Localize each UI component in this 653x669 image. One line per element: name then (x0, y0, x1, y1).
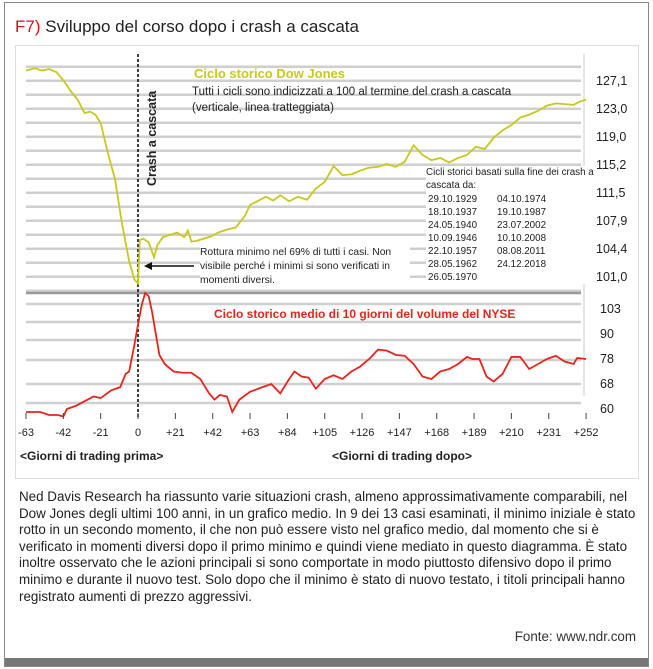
xtick-label: +168 (424, 427, 449, 439)
min-break-annotation: Rottura minimo nel 69% di tutti i casi. … (200, 246, 410, 288)
dow-series-line (25, 67, 587, 286)
xtick-label: -42 (55, 427, 71, 439)
volume-ytick: 90 (600, 327, 614, 341)
chart-svg: Ciclo storico Dow Jones Tutti i cicli so… (18, 54, 627, 463)
dow-ytick: 111,5 (596, 186, 625, 200)
crash-date: 18.10.1937 (428, 207, 477, 218)
figure-title-text: Sviluppo del corso dopo i crash a cascat… (45, 17, 359, 36)
xlabel-left: <Giorni di trading prima> (20, 449, 163, 463)
xtick-label: +105 (312, 427, 337, 439)
crash-date: 23.07.2002 (497, 220, 546, 231)
xtick-label: +189 (462, 427, 487, 439)
volume-ytick: 78 (600, 352, 614, 366)
dow-ytick: 119,0 (596, 130, 626, 144)
dow-subtitle: Tutti i cicli sono indicizzati a 100 al … (192, 86, 512, 114)
xlabel-right: <Giorni di trading dopo> (332, 449, 472, 463)
crash-marker-label: Crash a cascata (145, 90, 159, 186)
dates-title: Cicli storici basati sulla fine dei cras… (426, 166, 596, 192)
dow-ytick: 127,1 (596, 74, 627, 88)
dow-ytick: 115,2 (596, 158, 626, 172)
xtick-label: +147 (387, 427, 412, 439)
xtick-label: -21 (93, 427, 109, 439)
xtick-label: +231 (536, 427, 561, 439)
figure-title: F7) Sviluppo del corso dopo i crash a ca… (15, 17, 359, 37)
body-text: Ned Davis Research ha riassunto varie si… (19, 489, 636, 604)
crash-date: 04.10.1974 (497, 194, 547, 205)
xtick-label: +84 (278, 427, 297, 439)
figure-number: F7) (15, 17, 41, 36)
arrow-head-icon (144, 262, 152, 270)
crash-date: 22.10.1957 (428, 246, 477, 257)
volume-series-line (26, 291, 587, 418)
crash-date: 10.09.1946 (428, 233, 478, 244)
volume-ytick: 103 (600, 302, 621, 316)
source-note: Fonte: www.ndr.com (514, 629, 636, 644)
xtick-label: +252 (574, 427, 599, 439)
dow-title: Ciclo storico Dow Jones (194, 66, 345, 81)
xtick-label: -63 (18, 427, 34, 439)
dow-ytick: 107,9 (596, 214, 627, 228)
dow-ytick: 104,4 (596, 242, 627, 256)
crash-date: 10.10.2008 (497, 233, 547, 244)
crash-date: 26.05.1970 (428, 272, 478, 283)
bottom-bar (5, 658, 648, 666)
crash-date: 24.05.1940 (428, 220, 478, 231)
dow-ytick: 123,0 (596, 102, 627, 116)
dow-ytick: 101,0 (596, 270, 627, 284)
xtick-label: +21 (166, 427, 185, 439)
crash-date: 08.08.2011 (497, 246, 545, 257)
figure-frame: F7) Sviluppo del corso dopo i crash a ca… (4, 2, 649, 667)
volume-title: Ciclo storico medio di 10 giorni del vol… (214, 307, 515, 321)
crash-date: 28.05.1962 (428, 259, 477, 270)
xtick-label: +42 (203, 427, 222, 439)
xtick-label: +63 (241, 427, 260, 439)
xtick-label: +126 (350, 427, 375, 439)
xtick-label: +210 (499, 427, 524, 439)
volume-ytick: 68 (600, 377, 614, 391)
xtick-label: 0 (135, 427, 141, 439)
volume-ytick: 60 (600, 402, 614, 416)
chart-area: Ciclo storico Dow Jones Tutti i cicli so… (15, 45, 639, 479)
crash-date: 24.12.2018 (497, 259, 547, 270)
crash-date: 29.10.1929 (428, 194, 477, 205)
crash-date: 19.10.1987 (497, 207, 546, 218)
